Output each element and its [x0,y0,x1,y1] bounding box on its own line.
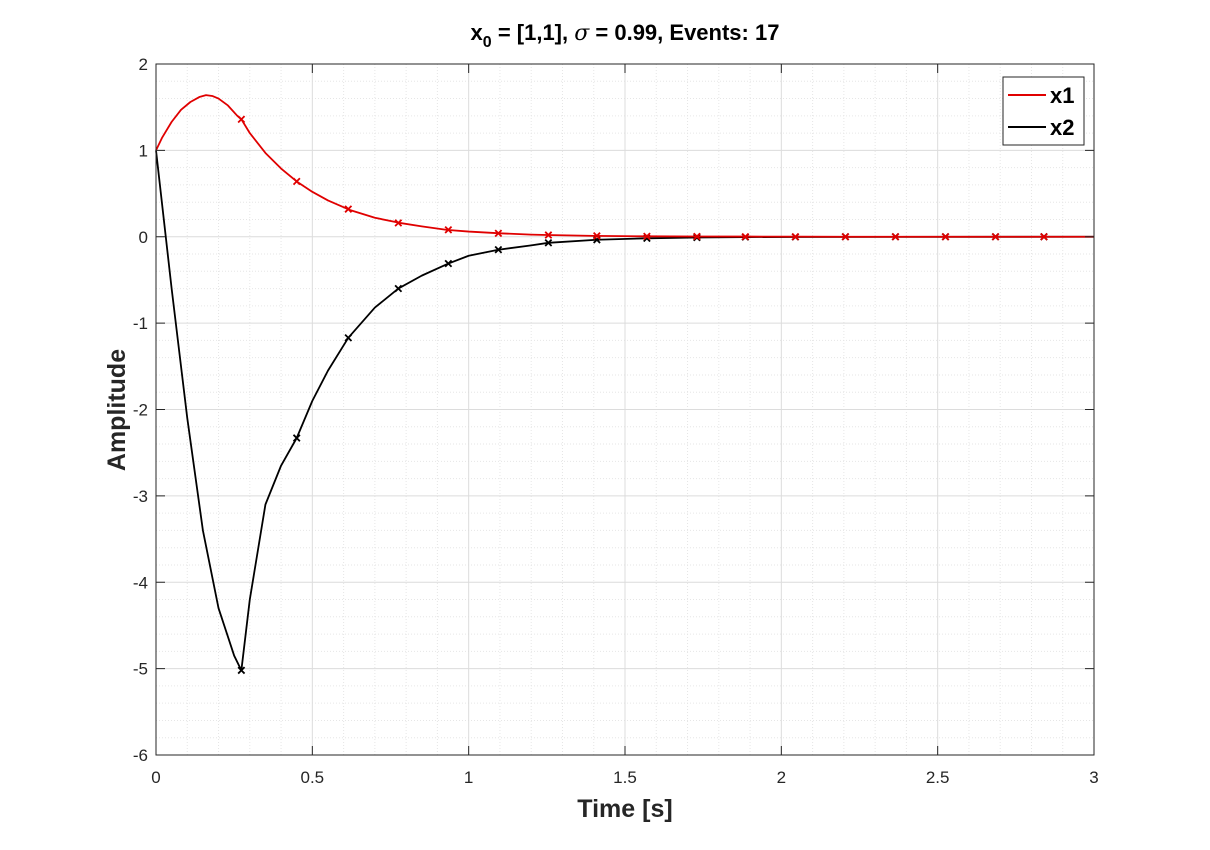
event-marker-x1 [791,232,800,241]
event-marker-x1 [1040,232,1048,241]
event-marker-stroke [292,177,301,186]
event-marker-x2 [237,666,246,675]
event-marker-stroke [344,333,353,342]
event-marker-x2 [344,333,353,342]
event-marker-stroke [741,232,750,241]
event-marker-stroke [394,284,403,293]
event-marker-stroke [693,232,701,241]
x-tick-label: 3 [1089,768,1098,787]
event-marker-stroke [643,232,651,241]
y-axis-label: Amplitude [103,349,131,471]
event-marker-stroke [593,232,601,240]
event-marker-x1 [741,232,750,241]
title-rest: = [1,1], [492,20,575,45]
event-marker-x1 [344,205,353,213]
event-marker-stroke [237,666,246,675]
event-marker-stroke [941,232,950,241]
event-marker-stroke [444,259,453,268]
series-line-x1 [155,94,1094,238]
y-tick-label: 2 [139,55,148,74]
y-tick-label: -2 [133,401,148,420]
event-marker-x1 [643,232,651,241]
event-marker-stroke [494,229,503,238]
event-marker-stroke [544,238,553,247]
legend-box [1002,76,1085,146]
event-marker-stroke [991,232,1000,241]
event-marker-x1 [494,229,503,238]
event-marker-stroke [891,232,900,241]
event-marker-stroke [1040,232,1048,241]
event-marker-x1 [941,232,950,241]
event-marker-stroke [394,219,403,227]
y-tick-label: -3 [133,487,148,506]
event-marker-stroke [444,226,453,234]
event-marker-x1 [841,232,850,241]
event-marker-stroke [841,232,850,241]
event-marker-stroke [344,205,353,213]
title-sigma-text: = 0.99, Events: 17 [589,20,779,45]
title-subscript: 0 [483,34,492,51]
legend: x1 x2 [1002,76,1085,146]
event-marker-x1 [292,177,301,186]
event-marker-x2 [544,238,553,247]
title-sigma-symbol: σ [574,21,590,46]
y-tick-label: 0 [139,228,148,247]
event-marker-x2 [394,284,403,293]
x-axis-label: Time [s] [577,795,672,823]
chart-title: x0 = [1,1], σ = 0.99, Events: 17 [471,20,780,51]
ticks-layer: 0 0.5 1 1.5 2 2.5 3 -6 -5 -4 -3 -2 -1 0 1 2 [133,55,1099,787]
y-tick-label: -1 [133,314,148,333]
event-marker-x1 [891,232,900,241]
legend-label-x2: x2 [1050,115,1074,140]
x-tick-label: 2 [777,768,786,787]
x-tick-label: 0.5 [301,768,325,787]
legend-label-x1: x1 [1050,83,1074,108]
event-marker-stroke [791,232,800,241]
event-marker-x2 [292,434,301,442]
event-marker-stroke [292,434,301,442]
y-tick-label: -4 [133,573,148,592]
series-layer [155,94,1095,675]
event-marker-x1 [991,232,1000,241]
event-marker-stroke [237,115,246,124]
y-tick-label: 1 [139,141,148,160]
x-tick-label: 1 [464,768,473,787]
y-tick-label: -6 [133,746,148,765]
x-tick-label: 0 [151,768,160,787]
event-marker-x1 [593,232,601,240]
x-tick-label: 1.5 [613,768,637,787]
x-tick-label: 2.5 [926,768,950,787]
event-marker-x1 [693,232,701,241]
event-marker-x1 [394,219,403,227]
event-marker-x1 [544,231,553,239]
event-marker-stroke [544,231,553,239]
series-line-x2 [155,150,1095,672]
event-marker-x2 [494,245,503,254]
title-main: x [471,20,484,45]
event-marker-stroke [494,245,503,254]
event-marker-x2 [444,259,453,268]
y-tick-label: -5 [133,660,148,679]
event-marker-x1 [237,115,246,124]
event-marker-x1 [444,226,453,234]
